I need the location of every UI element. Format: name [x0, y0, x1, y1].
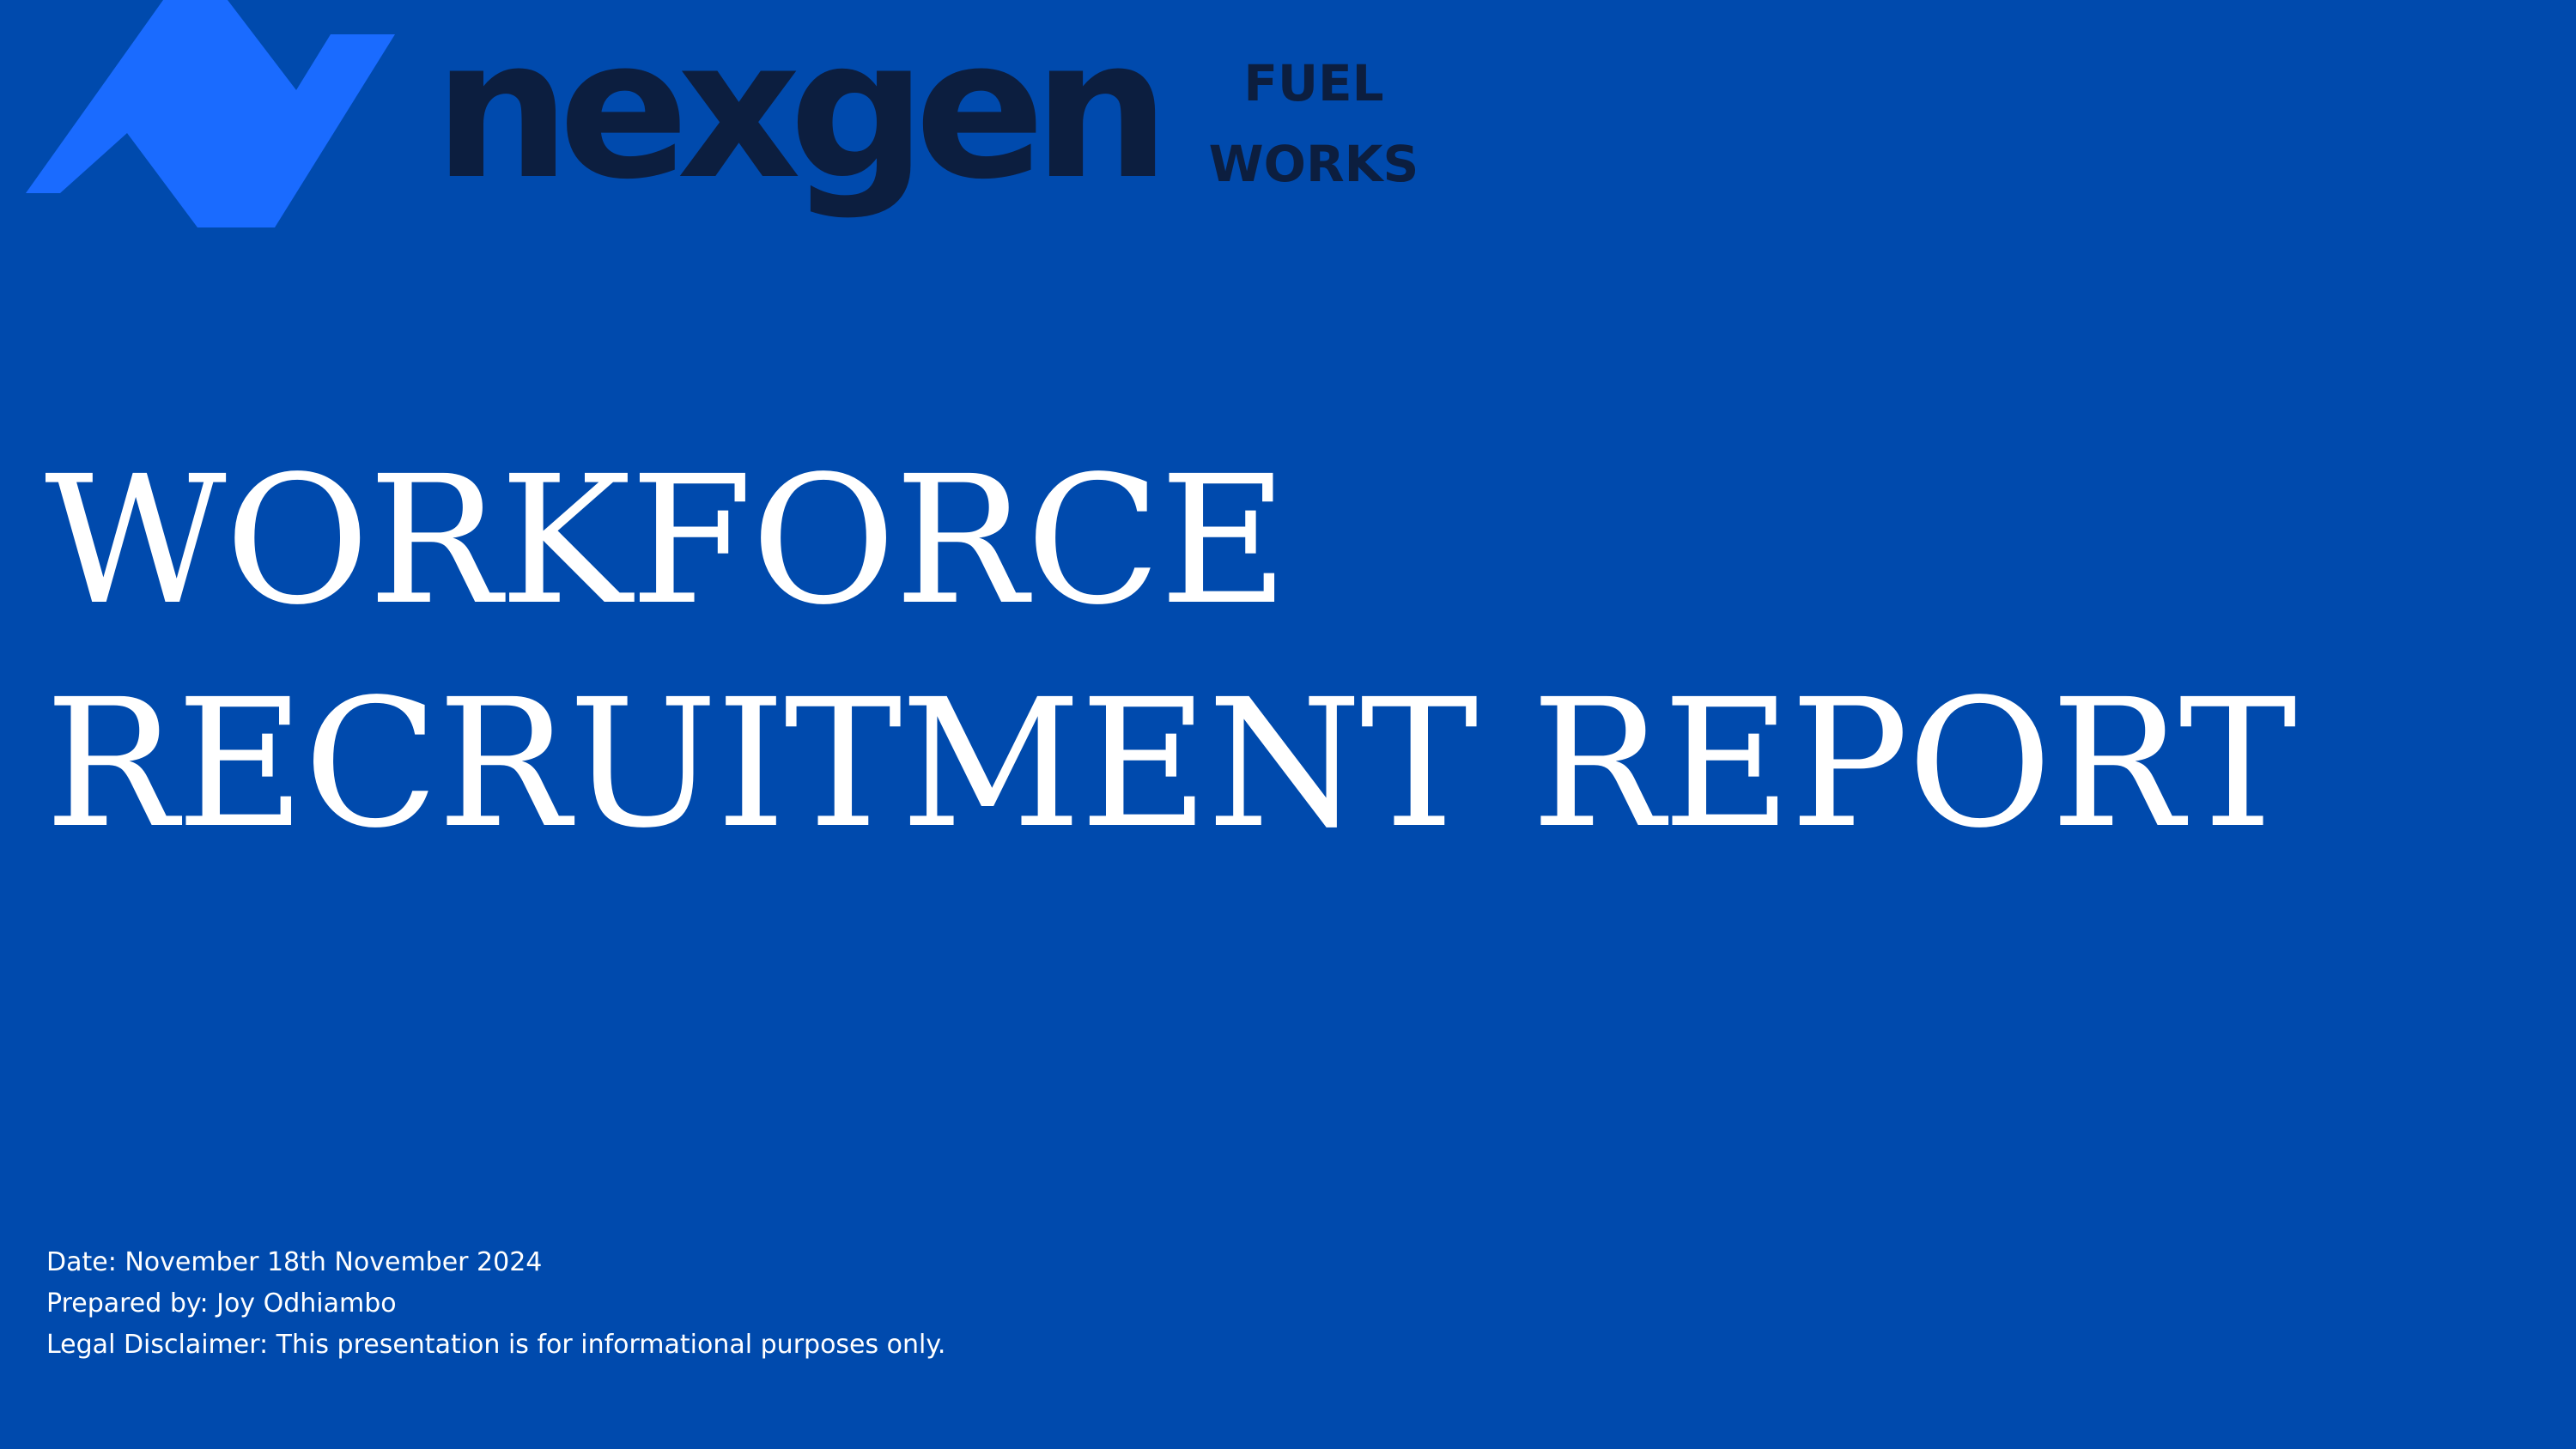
brand-subtitle: FUEL WORKS — [1202, 43, 1425, 204]
report-title-line-1: WORKFORCE — [45, 438, 1289, 644]
legal-disclaimer: Legal Disclaimer: This presentation is f… — [46, 1330, 946, 1360]
report-author: Prepared by: Joy Odhiambo — [46, 1288, 397, 1319]
nexgen-chevron-logo-icon — [26, 0, 395, 227]
report-title-line-2: RECRUITMENT REPORT — [45, 661, 2297, 867]
brand-subtitle-line-2: WORKS — [1208, 135, 1419, 193]
report-title: WORKFORCE RECRUITMENT REPORT — [45, 429, 2297, 876]
report-date: Date: November 18th November 2024 — [46, 1247, 543, 1277]
report-meta: Date: November 18th November 2024 Prepar… — [46, 1242, 945, 1366]
brand-subtitle-line-1: FUEL — [1243, 54, 1384, 112]
brand-name: nexgen — [434, 0, 1170, 221]
